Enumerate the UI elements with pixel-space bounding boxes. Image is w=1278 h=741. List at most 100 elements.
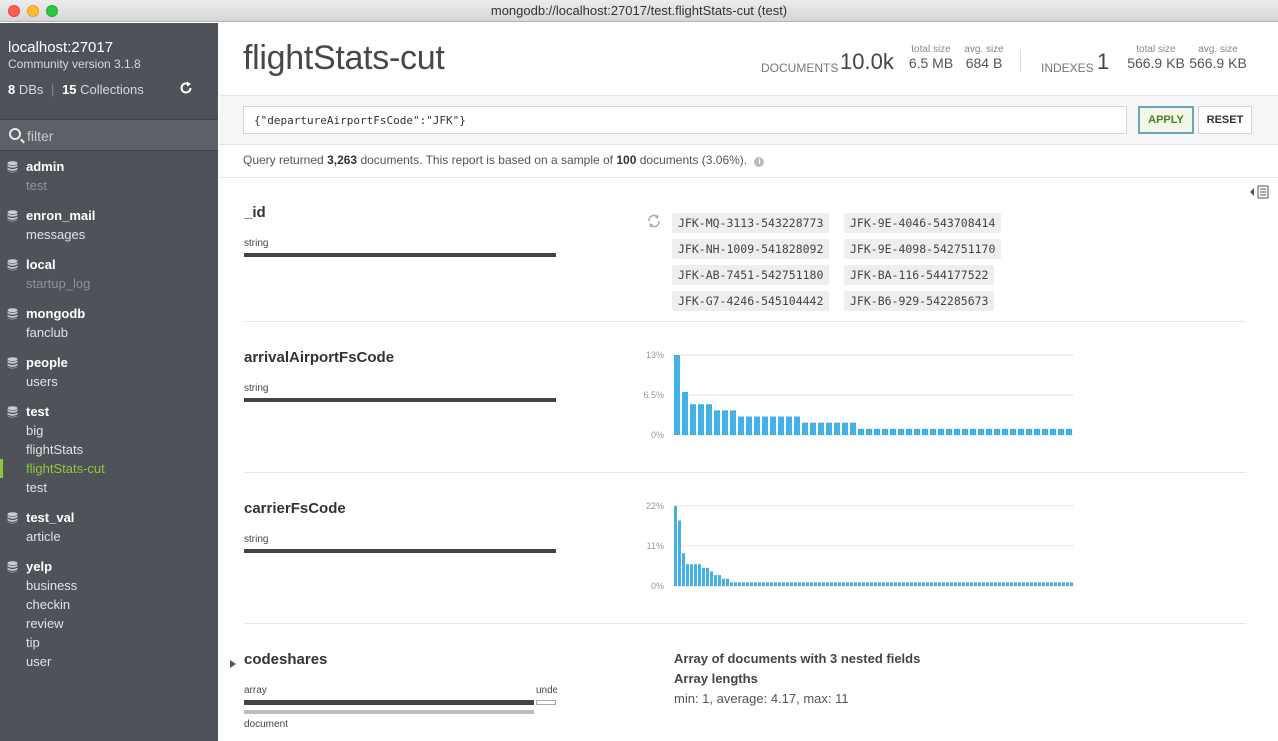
histogram-bar[interactable] — [818, 582, 821, 586]
id-sample-chip[interactable]: JFK-BA-116-544177522 — [844, 265, 995, 285]
histogram-bar[interactable] — [866, 582, 869, 586]
type-bar-id[interactable] — [244, 253, 556, 257]
histogram-bar[interactable] — [954, 582, 957, 586]
histogram-bar[interactable] — [790, 582, 793, 586]
histogram-bar[interactable] — [914, 582, 917, 586]
query-input[interactable] — [243, 106, 1127, 134]
sidebar-collection-checkin[interactable]: checkin — [26, 597, 71, 612]
sidebar-collection-flightStats[interactable]: flightStats — [26, 442, 84, 457]
filter-input[interactable] — [27, 126, 207, 146]
histogram-bar[interactable] — [706, 567, 709, 586]
histogram-bar[interactable] — [866, 428, 872, 435]
histogram-bar[interactable] — [902, 582, 905, 586]
sidebar-database-people[interactable]: people — [0, 353, 218, 372]
histogram-bar[interactable] — [782, 582, 785, 586]
id-sample-chip[interactable]: JFK-9E-4046-543708414 — [844, 213, 1002, 233]
id-sample-chip[interactable]: JFK-B6-929-542285673 — [844, 291, 995, 311]
histogram-bar[interactable] — [938, 582, 941, 586]
histogram-bar[interactable] — [890, 582, 893, 586]
histogram-bar[interactable] — [1030, 582, 1033, 586]
histogram-bar[interactable] — [1042, 582, 1045, 586]
histogram-bar[interactable] — [766, 582, 769, 586]
histogram-bar[interactable] — [770, 582, 773, 586]
resample-icon[interactable] — [646, 213, 662, 234]
sidebar-collection-article[interactable]: article — [26, 529, 61, 544]
histogram-bar[interactable] — [710, 571, 713, 586]
sidebar-collection-fanclub[interactable]: fanclub — [26, 325, 68, 340]
histogram-bar[interactable] — [870, 582, 873, 586]
histogram-bar[interactable] — [906, 428, 912, 435]
histogram-bar[interactable] — [706, 404, 712, 435]
histogram-bar[interactable] — [862, 582, 865, 586]
histogram-bar[interactable] — [682, 553, 685, 586]
histogram-bar[interactable] — [958, 582, 961, 586]
histogram-bar[interactable] — [1018, 428, 1024, 435]
sidebar-database-yelp[interactable]: yelp — [0, 557, 218, 576]
histogram-bar[interactable] — [930, 428, 936, 435]
histogram-bar[interactable] — [946, 428, 952, 435]
histogram-bar[interactable] — [894, 582, 897, 586]
close-window-button[interactable] — [8, 5, 20, 17]
histogram-bar[interactable] — [758, 582, 761, 586]
histogram-bar[interactable] — [930, 582, 933, 586]
histogram-bar[interactable] — [1010, 428, 1016, 435]
histogram-bar[interactable] — [806, 582, 809, 586]
histogram-bar[interactable] — [890, 428, 896, 435]
type-bar-array[interactable] — [244, 700, 534, 705]
histogram-bar[interactable] — [950, 582, 953, 586]
document-panel-toggle-icon[interactable] — [1249, 185, 1271, 202]
sidebar-collection-test[interactable]: test — [26, 480, 47, 495]
field-name-codeshares[interactable]: codeshares — [244, 651, 328, 668]
histogram-bar[interactable] — [750, 582, 753, 586]
expand-field-icon[interactable] — [230, 655, 236, 673]
histogram-bar[interactable] — [802, 422, 808, 435]
histogram-bar[interactable] — [1002, 428, 1008, 435]
histogram-bar[interactable] — [922, 428, 928, 435]
histogram-bar[interactable] — [730, 582, 733, 586]
histogram-bar[interactable] — [722, 578, 725, 586]
histogram-bar[interactable] — [834, 582, 837, 586]
sidebar-collection-startup_log[interactable]: startup_log — [26, 276, 91, 291]
apply-button[interactable]: APPLY — [1138, 106, 1194, 134]
histogram-bar[interactable] — [882, 582, 885, 586]
histogram-bar[interactable] — [818, 422, 824, 435]
histogram-bar[interactable] — [826, 422, 832, 435]
histogram-bar[interactable] — [1042, 428, 1048, 435]
histogram-bar[interactable] — [834, 422, 840, 435]
histogram-bar[interactable] — [986, 428, 992, 435]
histogram-bar[interactable] — [694, 564, 697, 586]
histogram-bar[interactable] — [962, 582, 965, 586]
histogram-bar[interactable] — [814, 582, 817, 586]
type-bar-undefined[interactable] — [536, 700, 556, 705]
histogram-bar[interactable] — [886, 582, 889, 586]
histogram-bar[interactable] — [910, 582, 913, 586]
histogram-bar[interactable] — [994, 582, 997, 586]
histogram-bar[interactable] — [878, 582, 881, 586]
sidebar-collection-big[interactable]: big — [26, 423, 44, 438]
histogram-bar[interactable] — [1050, 582, 1053, 586]
histogram-bar[interactable] — [762, 416, 768, 435]
histogram-bar[interactable] — [1066, 582, 1069, 586]
histogram-bar[interactable] — [922, 582, 925, 586]
histogram-bar[interactable] — [1026, 428, 1032, 435]
reset-button[interactable]: RESET — [1198, 106, 1252, 134]
histogram-bar[interactable] — [730, 410, 736, 435]
histogram-bar[interactable] — [1026, 582, 1029, 586]
sidebar-collection-business[interactable]: business — [26, 578, 78, 593]
histogram-bar[interactable] — [1034, 582, 1037, 586]
histogram-bar[interactable] — [942, 582, 945, 586]
histogram-bar[interactable] — [970, 582, 973, 586]
histogram-bar[interactable] — [698, 564, 701, 586]
id-sample-chip[interactable]: JFK-AB-7451-542751180 — [672, 265, 830, 285]
histogram-bar[interactable] — [770, 416, 776, 435]
histogram-bar[interactable] — [702, 567, 705, 586]
histogram-bar[interactable] — [882, 428, 888, 435]
histogram-bar[interactable] — [1062, 582, 1065, 586]
histogram-bar[interactable] — [1034, 428, 1040, 435]
histogram-bar[interactable] — [722, 410, 728, 435]
histogram-bar[interactable] — [786, 582, 789, 586]
sidebar-collection-flightStats-cut[interactable]: flightStats-cut — [0, 459, 218, 478]
sidebar-collection-test[interactable]: test — [26, 178, 47, 193]
histogram-bar[interactable] — [842, 422, 848, 435]
id-sample-chip[interactable]: JFK-NH-1009-541828092 — [672, 239, 830, 259]
